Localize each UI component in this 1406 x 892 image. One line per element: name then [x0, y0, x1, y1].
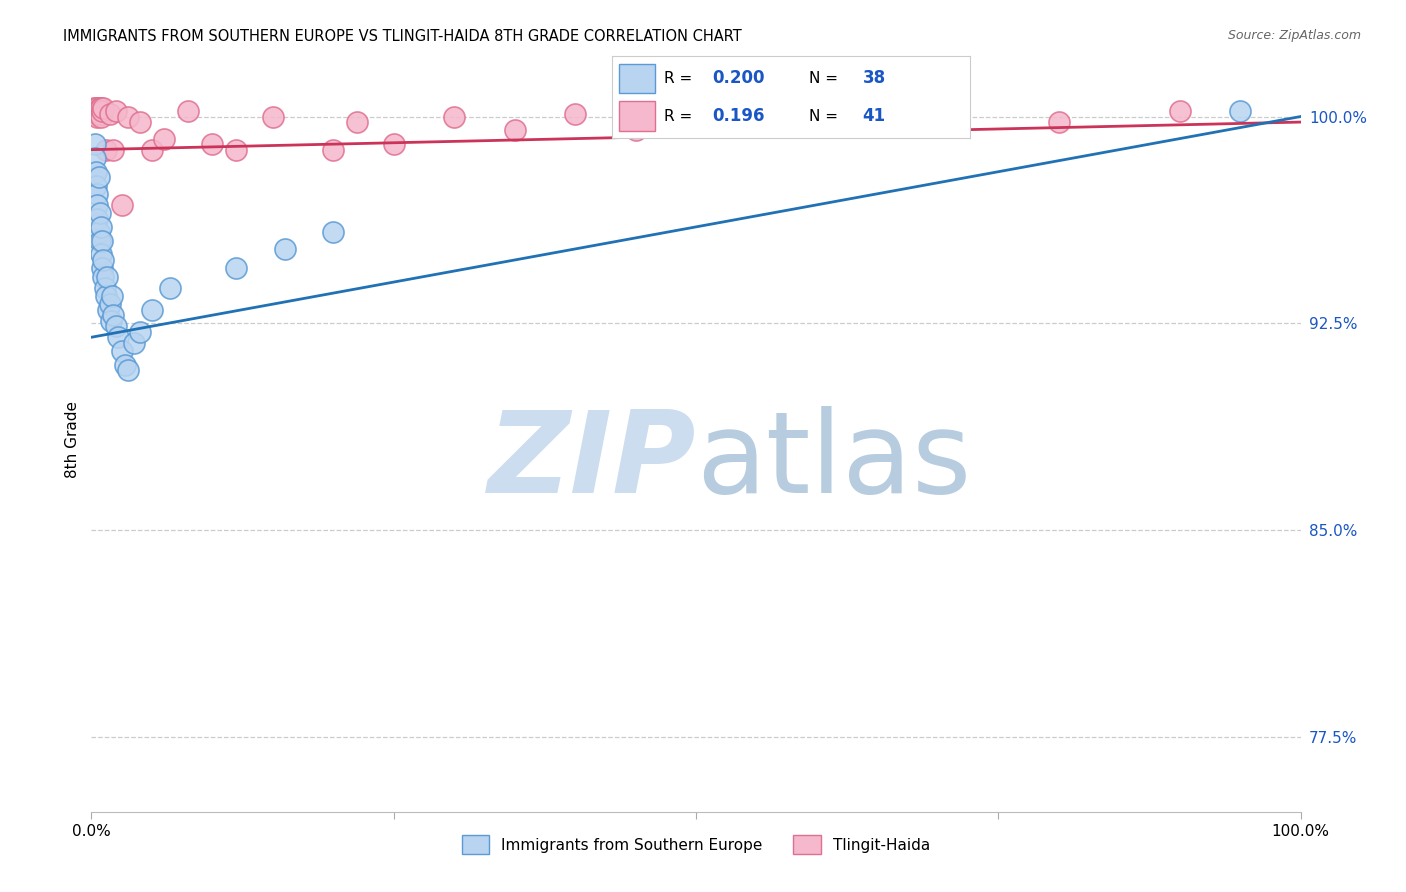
Point [274, 242, 297, 256]
Text: 0.200: 0.200 [711, 70, 765, 87]
Point [93, 252, 115, 267]
Bar [619, 102, 655, 131]
Point [93, 280, 115, 294]
Point [93, 269, 115, 284]
Point [93, 101, 115, 115]
Point [86, 110, 108, 124]
Point [96, 269, 118, 284]
Point [91, 261, 114, 276]
Text: R =: R = [664, 70, 697, 86]
Point [87, 103, 110, 118]
Point [122, 335, 145, 350]
Point [89, 234, 111, 248]
Point [346, 115, 368, 129]
Point [107, 330, 129, 344]
Point [564, 107, 586, 121]
Point [443, 110, 465, 124]
Text: R =: R = [664, 109, 702, 124]
Point [104, 103, 127, 118]
Point [89, 107, 111, 121]
Point [1168, 103, 1191, 118]
Text: Source: ZipAtlas.com: Source: ZipAtlas.com [1227, 29, 1361, 42]
Point [153, 131, 176, 145]
Point [685, 115, 707, 129]
Point [83, 101, 105, 115]
Point [86, 211, 108, 226]
Point [84, 107, 107, 121]
Point [98, 297, 121, 311]
Point [90, 110, 112, 124]
Point [91, 234, 114, 248]
Point [87, 170, 110, 185]
Point [84, 103, 107, 118]
Point [86, 103, 108, 118]
Point [1047, 115, 1070, 129]
Text: 0.196: 0.196 [711, 107, 765, 125]
Point [262, 110, 284, 124]
Point [87, 107, 110, 121]
Point [104, 319, 127, 334]
Point [101, 308, 124, 322]
Point [128, 115, 150, 129]
Text: N =: N = [808, 70, 842, 86]
Point [624, 123, 647, 137]
Point [100, 314, 122, 328]
Point [84, 165, 107, 179]
Bar [619, 63, 655, 93]
Point [1229, 103, 1251, 118]
Point [89, 101, 111, 115]
Point [84, 151, 107, 165]
Point [117, 110, 139, 124]
Point [98, 107, 121, 121]
Point [90, 219, 112, 234]
Point [806, 110, 828, 124]
Point [225, 261, 247, 276]
Point [101, 289, 124, 303]
Point [97, 302, 120, 317]
Text: atlas: atlas [696, 406, 972, 517]
Point [225, 143, 247, 157]
Point [128, 325, 150, 339]
Point [94, 289, 117, 303]
Point [201, 137, 224, 152]
Point [101, 143, 124, 157]
Point [86, 186, 108, 201]
Legend: Immigrants from Southern Europe, Tlingit-Haida: Immigrants from Southern Europe, Tlingit… [456, 829, 936, 860]
Point [87, 226, 110, 240]
Point [91, 103, 114, 118]
Point [86, 198, 108, 212]
Point [177, 103, 200, 118]
Point [159, 280, 181, 294]
Point [111, 344, 132, 359]
Point [322, 226, 344, 240]
Point [90, 247, 112, 261]
Point [111, 198, 132, 212]
Point [89, 206, 111, 220]
Point [382, 137, 405, 152]
Point [86, 101, 108, 115]
Text: N =: N = [808, 109, 842, 124]
Point [84, 137, 107, 152]
Text: 41: 41 [862, 107, 886, 125]
Point [90, 101, 112, 115]
Point [503, 123, 526, 137]
Text: 38: 38 [862, 70, 886, 87]
Point [141, 143, 163, 157]
Point [322, 143, 344, 157]
Point [141, 302, 163, 317]
Y-axis label: 8th Grade: 8th Grade [65, 401, 80, 478]
Point [114, 358, 136, 372]
Point [927, 115, 949, 129]
Text: ZIP: ZIP [488, 406, 696, 517]
Text: IMMIGRANTS FROM SOUTHERN EUROPE VS TLINGIT-HAIDA 8TH GRADE CORRELATION CHART: IMMIGRANTS FROM SOUTHERN EUROPE VS TLING… [63, 29, 742, 44]
Point [117, 363, 139, 377]
Point [94, 143, 117, 157]
Point [84, 101, 107, 115]
Point [84, 178, 107, 193]
Point [84, 107, 107, 121]
